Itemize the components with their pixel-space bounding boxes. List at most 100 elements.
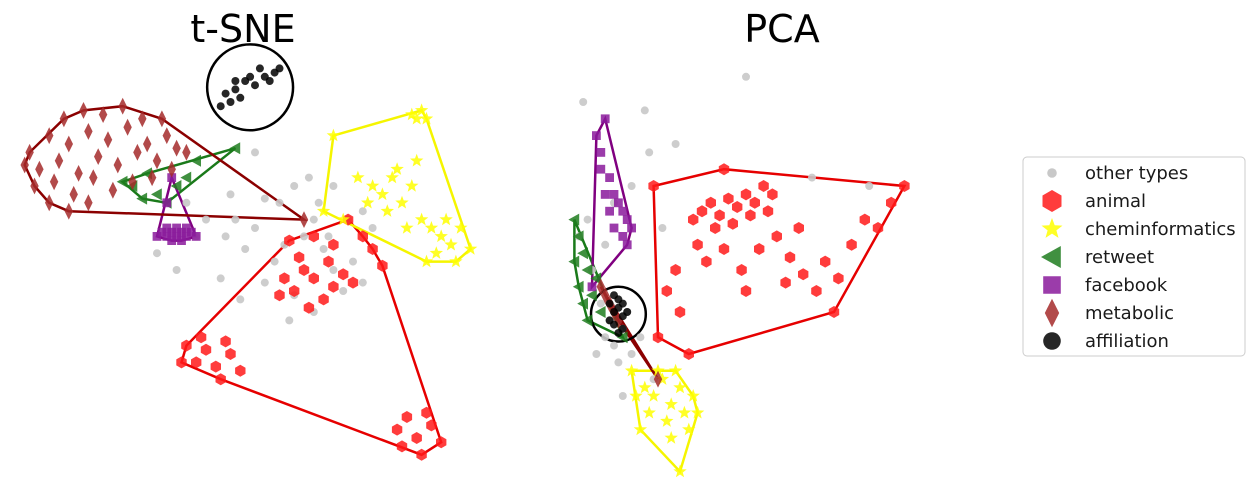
- tsne-point-facebook: [177, 236, 186, 245]
- pca-point-animal: [820, 255, 831, 268]
- pca-point-animal: [754, 243, 765, 255]
- tsne-point-affiliation: [226, 98, 235, 106]
- tsne-point-other-types: [251, 148, 259, 157]
- tsne-point-animal: [416, 448, 427, 461]
- tsne-point-affiliation: [231, 77, 240, 85]
- legend: other types animal cheminformatics retweet f…: [1022, 156, 1246, 357]
- legend-marker-animal: [1042, 190, 1062, 212]
- tsne-point-retweet: [151, 188, 162, 201]
- tsne-point-affiliation: [251, 81, 259, 90]
- pca-point-animal: [723, 192, 734, 205]
- pca-point-other-types: [742, 72, 750, 81]
- tsne-point-metabolic: [59, 110, 69, 128]
- tsne-point-metabolic: [108, 181, 118, 199]
- pca-point-animal: [793, 222, 804, 234]
- tsne-series-animal: [176, 213, 447, 461]
- pca-point-animal: [833, 272, 844, 285]
- pca-point-animal: [859, 213, 870, 226]
- tsne-point-other-types: [329, 182, 338, 190]
- pca-hull-affiliation: [589, 285, 648, 343]
- tsne-point-animal: [215, 373, 226, 386]
- pca-point-other-types: [618, 392, 627, 400]
- pca-point-animal: [688, 213, 699, 226]
- tsne-point-affiliation: [246, 72, 255, 81]
- tsne-point-animal: [318, 293, 329, 306]
- pca-plot: [568, 72, 910, 478]
- pca-point-animal: [780, 276, 791, 289]
- tsne-point-metabolic: [45, 127, 54, 145]
- legend-marker-facebook: [1043, 276, 1061, 294]
- tsne-point-retweet: [190, 154, 201, 167]
- tsne-point-animal: [421, 406, 432, 419]
- tsne-point-metabolic: [157, 110, 167, 128]
- tsne-point-facebook: [162, 223, 172, 233]
- pca-point-animal: [718, 163, 730, 176]
- tsne-point-other-types: [300, 232, 308, 241]
- legend-label-affiliation: affiliation: [1085, 331, 1169, 352]
- tsne-point-animal: [367, 243, 378, 255]
- pca-hulls: [573, 115, 907, 475]
- pca-point-animal: [661, 285, 672, 297]
- tsne-point-animal: [210, 360, 221, 373]
- tsne-point-metabolic: [49, 173, 59, 191]
- pca-point-cheminformatics: [664, 431, 678, 444]
- pca-point-facebook: [622, 215, 632, 224]
- pca-point-facebook: [587, 282, 597, 292]
- legend-label-other-types: other types: [1085, 163, 1188, 184]
- tsne-point-other-types: [324, 232, 333, 241]
- pca-point-cheminformatics: [638, 380, 652, 394]
- pca-point-other-types: [583, 215, 592, 224]
- pca-point-other-types: [671, 140, 680, 148]
- tsne-point-animal: [401, 411, 413, 423]
- legend-entries: other types animal cheminformatics retweet f…: [1041, 163, 1236, 352]
- tsne-point-other-types: [153, 249, 161, 258]
- pca-point-retweet: [586, 289, 597, 302]
- pca-point-other-types: [601, 333, 610, 342]
- pca-point-retweet: [590, 272, 602, 285]
- tsne-point-animal: [323, 255, 334, 268]
- pca-point-retweet: [594, 306, 606, 318]
- pca-point-animal: [758, 180, 769, 192]
- tsne-point-other-types: [236, 295, 245, 304]
- tsne-point-animal: [328, 238, 339, 251]
- pca-point-cheminformatics: [686, 389, 700, 402]
- tsne-point-cheminformatics: [419, 111, 434, 125]
- tsne-hull-retweet: [120, 146, 237, 205]
- pca-hull-facebook: [590, 115, 633, 291]
- pca-point-retweet: [577, 247, 588, 260]
- tsne-point-facebook: [162, 198, 172, 208]
- pca-point-animal: [727, 217, 738, 230]
- pca-point-affiliation: [610, 291, 618, 300]
- pca-point-animal: [740, 188, 752, 201]
- pca-point-other-types: [579, 98, 588, 106]
- pca-point-cheminformatics: [682, 422, 696, 436]
- tsne-point-metabolic: [138, 110, 147, 128]
- tsne-point-cheminformatics: [405, 107, 419, 121]
- tsne-point-cheminformatics: [414, 103, 429, 117]
- pca-point-other-types: [601, 240, 610, 249]
- pca-point-retweet: [568, 213, 580, 226]
- pca-point-cheminformatics: [673, 464, 687, 478]
- tsne-point-affiliation: [275, 64, 284, 73]
- pca-point-facebook: [618, 232, 628, 241]
- tsne-point-other-types: [270, 257, 279, 266]
- pca-point-animal: [736, 264, 747, 276]
- tsne-point-facebook: [167, 236, 177, 245]
- tsne-point-other-types: [314, 198, 323, 207]
- tsne-title: t-SNE: [190, 7, 295, 51]
- pca-point-metabolic: [596, 278, 605, 296]
- tsne-point-other-types: [226, 190, 235, 199]
- tsne-point-metabolic: [167, 160, 176, 178]
- tsne-point-metabolic: [30, 177, 39, 195]
- tsne-point-animal: [308, 272, 319, 285]
- pca-point-animal: [846, 238, 857, 251]
- tsne-point-facebook: [172, 223, 181, 233]
- pca-point-cheminformatics: [668, 363, 683, 377]
- pca-point-cheminformatics: [660, 414, 674, 427]
- tsne-point-cheminformatics: [444, 237, 458, 251]
- tsne-point-metabolic: [25, 143, 34, 161]
- pca-point-other-types: [808, 173, 816, 182]
- tsne-point-affiliation: [216, 102, 225, 111]
- pca-point-facebook: [622, 240, 632, 250]
